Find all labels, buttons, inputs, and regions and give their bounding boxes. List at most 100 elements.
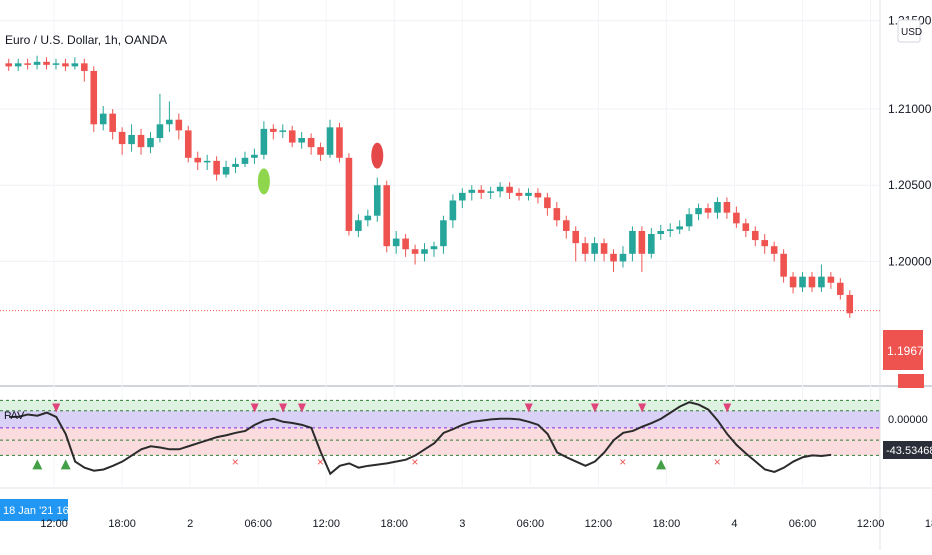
candle[interactable] xyxy=(90,66,98,132)
candle[interactable] xyxy=(515,188,523,201)
candle[interactable] xyxy=(279,124,287,138)
candle[interactable] xyxy=(156,93,164,143)
candle[interactable] xyxy=(714,197,721,219)
candle[interactable] xyxy=(827,272,835,289)
candle[interactable] xyxy=(638,226,646,273)
buy-signal-triangle[interactable] xyxy=(60,459,71,470)
candle[interactable] xyxy=(128,124,135,152)
candle[interactable] xyxy=(421,243,428,262)
currency-button[interactable] xyxy=(897,19,921,43)
candle[interactable] xyxy=(317,142,324,161)
candle[interactable] xyxy=(733,206,740,228)
sell-signal-triangle[interactable] xyxy=(723,403,732,413)
candle[interactable] xyxy=(99,106,107,131)
candle[interactable] xyxy=(241,151,249,167)
candle[interactable] xyxy=(506,182,513,199)
candle[interactable] xyxy=(184,125,192,163)
sell-signal-triangle[interactable] xyxy=(638,403,647,413)
candle[interactable] xyxy=(52,58,60,70)
sell-circle-marker[interactable] xyxy=(371,142,384,169)
buy-signal-triangle[interactable] xyxy=(32,459,43,470)
buy-signal-triangle[interactable] xyxy=(656,459,667,470)
candle[interactable] xyxy=(137,128,145,155)
candle[interactable] xyxy=(392,230,400,254)
candle[interactable] xyxy=(430,241,438,257)
candle[interactable] xyxy=(818,264,825,292)
candle[interactable] xyxy=(345,153,353,236)
candle[interactable] xyxy=(666,223,674,238)
candle[interactable] xyxy=(373,177,381,222)
selected-time-badge[interactable] xyxy=(0,499,68,521)
exit-signal-cross[interactable]: × xyxy=(411,455,418,469)
candle[interactable] xyxy=(109,109,116,140)
candle[interactable] xyxy=(525,188,532,201)
candle[interactable] xyxy=(789,272,797,294)
candle[interactable] xyxy=(383,180,391,253)
candle[interactable] xyxy=(440,215,447,254)
candle[interactable] xyxy=(695,203,702,221)
candle[interactable] xyxy=(751,226,759,247)
candle[interactable] xyxy=(81,58,88,82)
candle[interactable] xyxy=(591,237,598,262)
candle[interactable] xyxy=(43,57,50,70)
candle[interactable] xyxy=(704,203,712,219)
exit-signal-cross[interactable]: × xyxy=(619,455,626,469)
candle[interactable] xyxy=(118,127,126,155)
candle[interactable] xyxy=(487,186,494,199)
candle[interactable] xyxy=(742,218,750,238)
candle[interactable] xyxy=(270,124,277,140)
candle[interactable] xyxy=(203,154,211,170)
exit-signal-cross[interactable]: × xyxy=(317,455,324,469)
candle[interactable] xyxy=(326,119,334,158)
candle[interactable] xyxy=(166,101,173,132)
candle[interactable] xyxy=(232,157,239,174)
candle[interactable] xyxy=(355,214,362,238)
main-pane-bg[interactable] xyxy=(0,0,880,385)
candle[interactable] xyxy=(808,272,816,292)
candle[interactable] xyxy=(780,249,787,283)
candle[interactable] xyxy=(5,58,13,71)
sell-signal-triangle[interactable] xyxy=(279,403,288,413)
candle[interactable] xyxy=(213,156,220,181)
candle[interactable] xyxy=(62,58,69,71)
sell-signal-triangle[interactable] xyxy=(590,403,599,413)
candle[interactable] xyxy=(194,151,202,170)
candle[interactable] xyxy=(799,272,806,292)
candle[interactable] xyxy=(610,249,617,273)
candle[interactable] xyxy=(33,55,41,70)
candle[interactable] xyxy=(364,209,372,227)
candle[interactable] xyxy=(24,58,31,70)
candle[interactable] xyxy=(222,160,230,178)
last-price-badge[interactable] xyxy=(883,330,923,370)
candle[interactable] xyxy=(147,131,154,154)
candle[interactable] xyxy=(260,121,268,160)
candle[interactable] xyxy=(14,58,22,71)
symbol-title[interactable]: Euro / U.S. Dollar, 1h, OANDA xyxy=(5,33,167,47)
candle[interactable] xyxy=(307,133,315,155)
candle[interactable] xyxy=(629,226,636,262)
candle[interactable] xyxy=(534,188,542,204)
candle[interactable] xyxy=(581,237,589,262)
candle[interactable] xyxy=(449,194,457,228)
candle[interactable] xyxy=(761,234,769,254)
candle[interactable] xyxy=(477,185,485,199)
sell-signal-triangle[interactable] xyxy=(524,403,533,413)
candle[interactable] xyxy=(402,234,409,257)
buy-circle-marker[interactable] xyxy=(257,168,270,195)
candle[interactable] xyxy=(648,227,655,259)
candle[interactable] xyxy=(685,208,693,231)
pav-line[interactable] xyxy=(9,401,832,476)
candle[interactable] xyxy=(723,197,731,219)
candle[interactable] xyxy=(619,246,627,268)
candle[interactable] xyxy=(544,192,551,216)
candle[interactable] xyxy=(562,215,570,239)
candle[interactable] xyxy=(496,182,504,198)
candle[interactable] xyxy=(336,122,343,163)
candle[interactable] xyxy=(770,241,778,262)
candle[interactable] xyxy=(846,290,854,318)
exit-signal-cross[interactable]: × xyxy=(714,455,721,469)
candle[interactable] xyxy=(71,57,79,70)
candle[interactable] xyxy=(572,226,580,262)
